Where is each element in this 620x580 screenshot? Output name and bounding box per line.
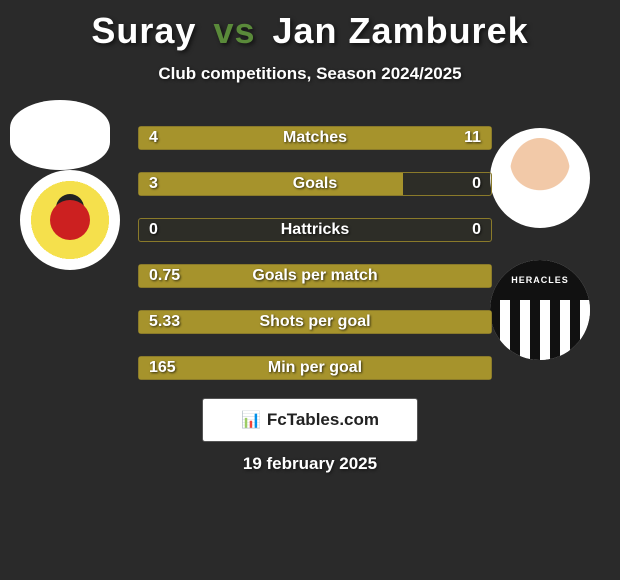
stat-label: Goals per match — [139, 267, 491, 285]
stat-label: Matches — [139, 129, 491, 147]
subtitle: Club competitions, Season 2024/2025 — [0, 64, 620, 84]
stat-row: 0.75Goals per match — [138, 264, 492, 288]
source-attribution: 📊 FcTables.com — [202, 398, 418, 442]
player1-avatar — [10, 100, 110, 170]
comparison-title: Suray vs Jan Zamburek — [0, 0, 620, 52]
stat-row: 00Hattricks — [138, 218, 492, 242]
stats-bars: 411Matches 30Goals 00Hattricks 0.75Goals pe… — [138, 126, 492, 402]
stat-row: 30Goals — [138, 172, 492, 196]
heracles-stripes-icon — [490, 300, 590, 360]
stat-row: 165Min per goal — [138, 356, 492, 380]
stat-label: Min per goal — [139, 359, 491, 377]
player1-club-badge — [20, 170, 120, 270]
title-player1: Suray — [91, 10, 196, 51]
player2-avatar — [490, 128, 590, 228]
stat-row: 5.33Shots per goal — [138, 310, 492, 334]
player2-club-label: HERACLES — [490, 260, 590, 300]
source-site: FcTables.com — [267, 410, 379, 430]
title-player2: Jan Zamburek — [273, 10, 529, 51]
stat-label: Hattricks — [139, 221, 491, 239]
stat-row: 411Matches — [138, 126, 492, 150]
stat-label: Shots per goal — [139, 313, 491, 331]
date-label: 19 february 2025 — [0, 454, 620, 474]
title-vs: vs — [213, 10, 255, 51]
chart-icon: 📊 — [241, 410, 261, 430]
player2-club-badge: HERACLES — [490, 260, 590, 360]
stat-label: Goals — [139, 175, 491, 193]
